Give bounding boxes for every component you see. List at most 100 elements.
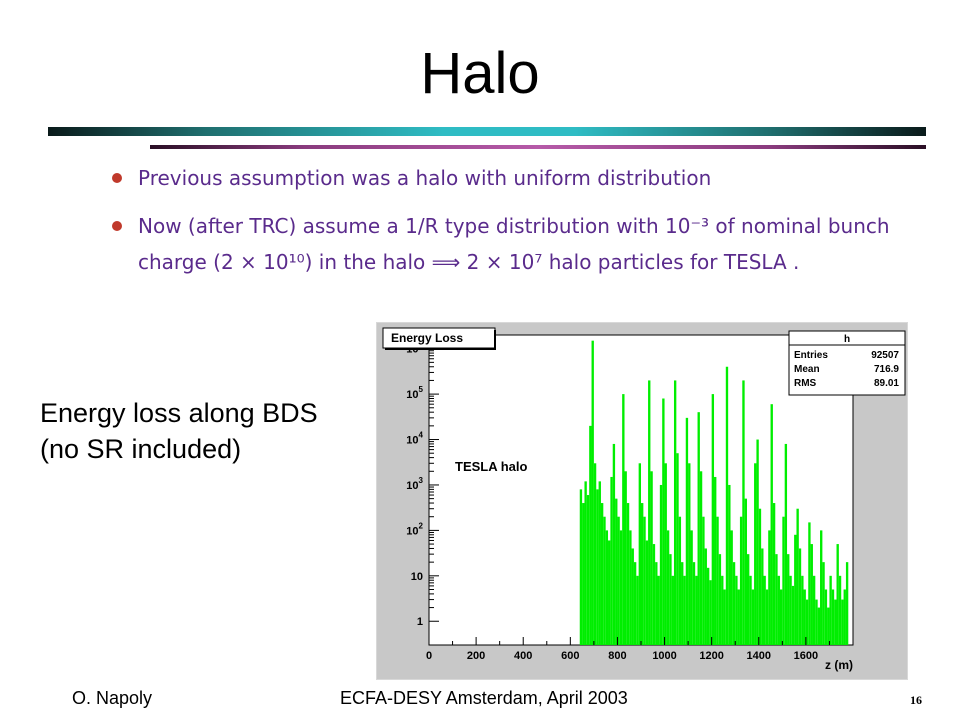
histogram-bar xyxy=(791,585,795,645)
histogram-bar xyxy=(730,530,733,645)
histogram-bar xyxy=(664,463,667,645)
histogram-bar xyxy=(608,540,611,645)
stats-box-frame xyxy=(788,330,906,396)
bullet-text: Now (after TRC) assume a 1/R type distri… xyxy=(138,214,890,274)
bullet-item: Previous assumption was a halo with unif… xyxy=(110,160,900,196)
histogram-bar xyxy=(685,417,689,645)
histogram-bar xyxy=(827,607,830,645)
histogram-bars xyxy=(579,340,849,645)
title-divider-bottom xyxy=(150,145,926,149)
histogram-bar xyxy=(777,575,780,645)
stats-label: RMS xyxy=(794,378,817,389)
x-tick-label: 0 xyxy=(426,650,432,662)
caption-line: (no SR included) xyxy=(40,434,242,464)
page-number: 16 xyxy=(910,693,922,707)
histogram-bar xyxy=(716,516,719,645)
histogram-bar xyxy=(749,575,752,645)
histogram-bar xyxy=(584,481,587,645)
histogram-bar xyxy=(638,463,641,645)
histogram-bar xyxy=(704,548,707,645)
histogram-bar xyxy=(812,575,816,645)
histogram-bar xyxy=(709,580,712,645)
histogram-bar xyxy=(775,554,778,645)
histogram-bar xyxy=(779,589,783,645)
histogram-bar xyxy=(697,412,700,645)
histogram-bar xyxy=(751,589,755,645)
histogram-bar xyxy=(692,562,696,645)
stats-label: Entries xyxy=(794,350,828,361)
histogram-bar xyxy=(714,476,717,645)
y-tick-label: 1 xyxy=(417,616,423,628)
histogram-bar xyxy=(699,471,703,645)
stats-label: Mean xyxy=(794,364,820,375)
histogram-bar xyxy=(711,394,715,645)
histogram-bar xyxy=(756,439,759,645)
histogram-bar xyxy=(605,530,609,645)
histogram-bar xyxy=(579,489,583,645)
histogram-bar xyxy=(650,471,653,645)
x-tick-label: 1400 xyxy=(747,650,771,662)
histogram-bar xyxy=(768,530,771,645)
bullet-list: Previous assumption was a halo with unif… xyxy=(110,160,900,292)
histogram-bar xyxy=(683,575,686,645)
plot-caption: Energy loss along BDS (no SR included) xyxy=(40,395,380,467)
bullet-text: Previous assumption was a halo with unif… xyxy=(138,166,712,190)
histogram-bar xyxy=(798,548,802,645)
histogram-bar xyxy=(822,562,825,645)
histogram-bar xyxy=(718,554,722,645)
histogram-bar xyxy=(843,589,846,645)
histogram-bar xyxy=(725,366,729,645)
histogram-bar xyxy=(593,463,597,645)
histogram-bar xyxy=(629,530,632,645)
histogram-bar xyxy=(763,575,766,645)
histogram-bar xyxy=(831,589,835,645)
histogram-bar xyxy=(721,575,724,645)
histogram-bar xyxy=(796,508,799,645)
histogram-bar xyxy=(784,443,788,645)
histogram-bar xyxy=(596,489,599,645)
histogram-bar xyxy=(622,394,625,645)
histogram-bar xyxy=(803,589,806,645)
histogram-bar xyxy=(836,544,839,645)
histogram-bar xyxy=(739,516,743,645)
histogram-bar xyxy=(815,599,818,645)
bullet-dot-icon xyxy=(112,173,122,183)
histogram-bar xyxy=(624,471,627,645)
histogram-bar xyxy=(678,516,682,645)
histogram-bar xyxy=(732,562,736,645)
histogram-bar xyxy=(619,530,623,645)
histogram-bar xyxy=(758,508,762,645)
histogram-bar xyxy=(808,522,811,645)
histogram-bar xyxy=(747,554,750,645)
annotation-label: TESLA halo xyxy=(455,459,528,474)
histogram-bar xyxy=(834,599,837,645)
bullet-item: Now (after TRC) assume a 1/R type distri… xyxy=(110,208,900,280)
x-tick-label: 200 xyxy=(467,650,485,662)
histogram-bar xyxy=(673,380,677,645)
histogram-bar xyxy=(636,575,639,645)
x-tick-label: 1200 xyxy=(699,650,723,662)
caption-line: Energy loss along BDS xyxy=(40,398,318,428)
histogram-bar xyxy=(669,554,672,645)
x-axis-label: z (m) xyxy=(825,658,853,672)
histogram-bar xyxy=(744,498,747,645)
histogram-bar xyxy=(817,607,821,645)
histogram-bar xyxy=(681,562,684,645)
histogram-bar xyxy=(631,548,634,645)
histogram-title: Energy Loss xyxy=(391,331,463,345)
histogram-bar xyxy=(838,575,842,645)
histogram-bar xyxy=(615,498,618,645)
histogram-bar xyxy=(820,530,823,645)
x-tick-label: 400 xyxy=(514,650,532,662)
x-tick-label: 600 xyxy=(561,650,579,662)
histogram-bar xyxy=(841,599,844,645)
energy-loss-histogram: 0 200 400 600 800 1000 1200 1400 160011010210310… xyxy=(377,323,907,679)
histogram-bar xyxy=(737,589,740,645)
histogram-bar xyxy=(643,516,646,645)
x-tick-label: 1000 xyxy=(652,650,676,662)
histogram-bar xyxy=(794,534,797,645)
histogram-bar xyxy=(648,380,651,645)
stats-value: 716.9 xyxy=(874,364,899,375)
histogram-bar xyxy=(659,484,663,645)
x-tick-label: 800 xyxy=(608,650,626,662)
